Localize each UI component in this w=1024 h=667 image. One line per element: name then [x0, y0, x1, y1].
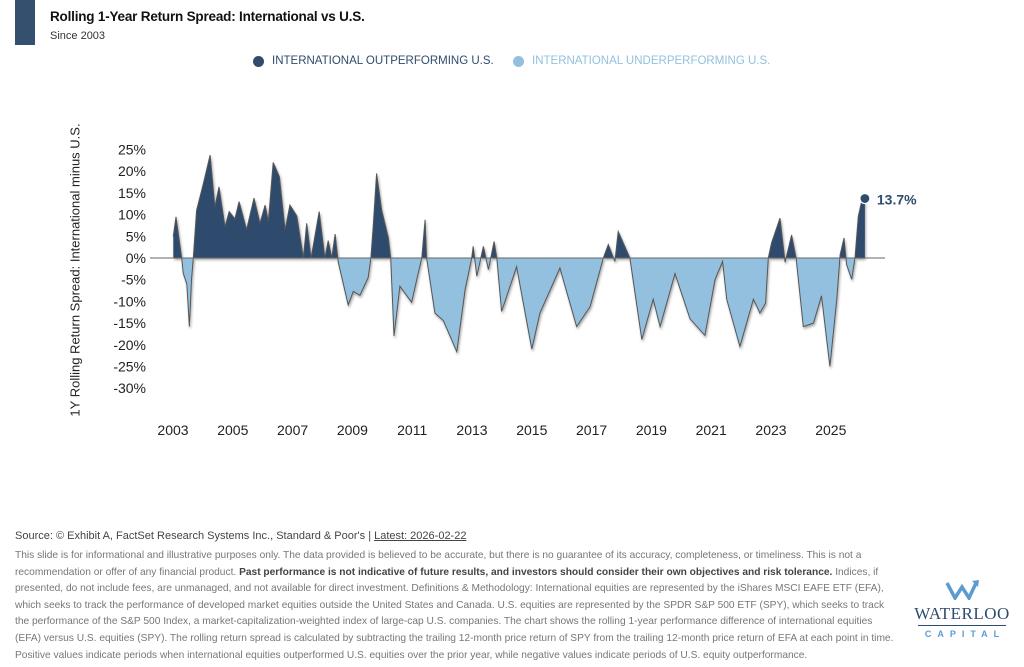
x-tick-label: 2021 — [696, 422, 727, 438]
x-tick-label: 2017 — [576, 422, 607, 438]
legend-label: INTERNATIONAL OUTPERFORMING U.S. — [272, 55, 494, 67]
source-text: Source: © Exhibit A, FactSet Research Sy… — [15, 530, 375, 542]
series-line — [172, 154, 866, 367]
negative-area — [173, 258, 865, 367]
x-tick-label: 2019 — [636, 422, 667, 438]
waterloo-capital-logo: WATERLOO CAPITAL — [912, 580, 1012, 639]
y-tick-label: 5% — [126, 228, 146, 244]
y-tick-label: 20% — [118, 163, 146, 179]
x-tick-label: 2013 — [456, 422, 487, 438]
y-tick-label: 10% — [118, 207, 146, 223]
legend-item-outperforming: INTERNATIONAL OUTPERFORMING U.S. — [253, 55, 494, 67]
chart-plot: 25% 20% 15% 10% 5% 0% -5% -10% -15% -20% -25% -30% 2… — [113, 142, 917, 439]
latest-date-link[interactable]: Latest: 2026-02-22 — [374, 530, 467, 542]
y-tick-label: -20% — [113, 337, 146, 353]
disclaimer-bold: Past performance is not indicative of fu… — [239, 566, 833, 578]
source-line: Source: © Exhibit A, FactSet Research Sy… — [15, 530, 466, 542]
legend-swatch-dark — [253, 55, 264, 67]
x-tick-label: 2015 — [516, 422, 547, 438]
legend-swatch-light — [513, 55, 524, 67]
latest-value-label: 13.7% — [877, 192, 917, 208]
disclaimer: This slide is for informational and illu… — [15, 548, 895, 664]
y-tick-label: 15% — [118, 185, 146, 201]
w-arrow-icon — [945, 580, 979, 602]
x-tick-label: 2009 — [337, 422, 368, 438]
positive-area — [173, 155, 865, 258]
x-tick-label: 2003 — [157, 422, 188, 438]
y-tick-label: -30% — [113, 380, 146, 396]
y-tick-label: -25% — [113, 359, 146, 375]
chart-title: Rolling 1-Year Return Spread: Internatio… — [50, 9, 365, 24]
y-tick-label: 0% — [126, 250, 146, 266]
disclaimer-text: This slide is for informational and illu… — [15, 550, 862, 578]
disclaimer-text-rest: Indices, if presented, do not include fe… — [15, 566, 894, 661]
x-tick-label: 2005 — [217, 422, 248, 438]
y-tick-label: 25% — [118, 142, 146, 158]
y-tick-label: -10% — [113, 293, 146, 309]
chart-subtitle: Since 2003 — [50, 30, 106, 42]
logo-subtitle: CAPITAL — [924, 629, 1006, 639]
x-tick-label: 2007 — [277, 422, 308, 438]
title-accent-bar — [15, 0, 35, 45]
legend-item-underperforming: INTERNATIONAL UNDERPERFORMING U.S. — [513, 55, 770, 67]
latest-point-marker — [859, 192, 871, 205]
legend-label: INTERNATIONAL UNDERPERFORMING U.S. — [532, 55, 771, 67]
x-tick-label: 2023 — [755, 422, 786, 438]
x-tick-label: 2025 — [815, 422, 846, 438]
y-tick-label: -5% — [121, 272, 146, 288]
logo-wordmark: WATERLOO — [914, 604, 1010, 623]
x-tick-label: 2011 — [397, 422, 427, 438]
y-tick-label: -15% — [113, 315, 146, 331]
logo-divider — [918, 625, 1006, 626]
